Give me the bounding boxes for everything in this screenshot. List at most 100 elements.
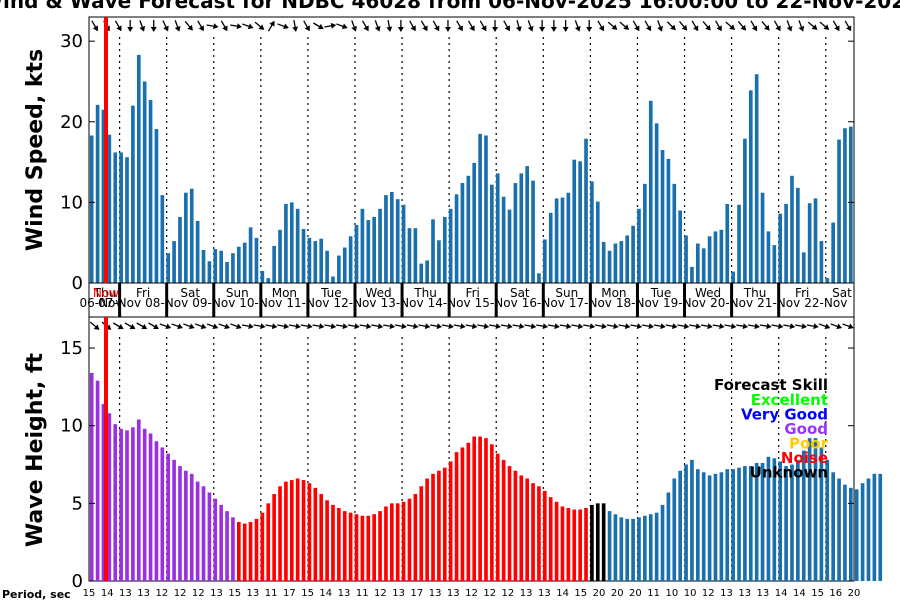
wind-bar bbox=[590, 181, 594, 283]
period-value: 15 bbox=[83, 588, 96, 599]
wave-arrow bbox=[700, 323, 713, 330]
wind-arrow bbox=[632, 20, 640, 32]
wave-bar bbox=[801, 450, 806, 581]
wind-bar bbox=[778, 213, 783, 283]
wave-bar bbox=[225, 511, 229, 581]
wave-arrow bbox=[489, 323, 501, 330]
wind-arrow bbox=[492, 20, 499, 32]
wave-bar bbox=[260, 512, 265, 581]
wave-arrow bbox=[383, 323, 396, 330]
wind-arrow bbox=[807, 21, 818, 30]
wind-arrow bbox=[467, 20, 475, 32]
date-label: 12-Nov bbox=[333, 296, 376, 310]
wind-arrow bbox=[362, 20, 369, 32]
period-values: 15 14 13 13 12 12 12 13 15 13 11 17 15 14 13 11 12 13 17 13… bbox=[83, 588, 861, 599]
wind-bar bbox=[390, 191, 394, 283]
wave-bar bbox=[572, 509, 577, 581]
wave-bar bbox=[384, 506, 388, 581]
wave-bar bbox=[819, 447, 824, 581]
wave-bar bbox=[119, 428, 123, 581]
wave-bar bbox=[854, 489, 859, 581]
wave-bar bbox=[578, 509, 582, 581]
wind-bar bbox=[354, 224, 359, 283]
wind-bar bbox=[478, 133, 482, 283]
period-value: 20 bbox=[629, 588, 642, 599]
wave-arrow bbox=[642, 323, 654, 330]
wind-arrow bbox=[277, 23, 289, 30]
wave-bar bbox=[690, 459, 694, 581]
wave-bar bbox=[395, 503, 400, 581]
wave-arrow bbox=[194, 323, 207, 330]
wave-bar bbox=[478, 436, 482, 581]
wave-bar bbox=[560, 506, 565, 581]
wind-bar bbox=[413, 228, 418, 283]
period-value: 10 bbox=[666, 588, 679, 599]
wind-bar bbox=[531, 180, 535, 283]
wave-bar bbox=[625, 518, 630, 581]
wind-bar bbox=[266, 278, 271, 283]
wind-bar bbox=[313, 241, 318, 283]
wind-arrow bbox=[691, 20, 699, 32]
wind-bar bbox=[725, 204, 730, 283]
wind-bar bbox=[784, 204, 788, 283]
wind-bar bbox=[360, 208, 365, 283]
wind-bar bbox=[766, 231, 771, 283]
wave-arrow bbox=[241, 323, 254, 330]
wind-bar bbox=[501, 196, 506, 283]
period-value: 13 bbox=[757, 588, 770, 599]
wind-bar bbox=[366, 220, 371, 283]
wind-bar bbox=[125, 157, 129, 283]
wind-arrow bbox=[444, 20, 451, 32]
day-label: Sat bbox=[180, 286, 200, 300]
day-label: Wed bbox=[365, 286, 391, 300]
wave-bar bbox=[125, 430, 129, 581]
wave-bar bbox=[289, 480, 294, 581]
wave-bar bbox=[166, 453, 171, 581]
wind-bar bbox=[425, 260, 429, 283]
wave-bar bbox=[466, 442, 471, 581]
wind-tick-label: 30 bbox=[60, 31, 83, 52]
wind-arrow bbox=[206, 23, 219, 30]
wind-bar bbox=[654, 123, 659, 284]
wave-tick-label: 10 bbox=[60, 416, 83, 437]
day-label: Wed bbox=[695, 286, 721, 300]
period-value: 15 bbox=[228, 588, 241, 599]
wave-bar bbox=[684, 464, 688, 581]
wind-bar bbox=[813, 198, 818, 283]
wave-bar bbox=[613, 514, 618, 581]
day-label: Sat bbox=[832, 286, 852, 300]
wind-arrow bbox=[114, 20, 122, 32]
wind-bar bbox=[607, 250, 612, 283]
wave-bar bbox=[543, 490, 547, 581]
wave-bar bbox=[266, 503, 271, 581]
wave-bar bbox=[495, 453, 500, 581]
wind-arrow bbox=[267, 20, 275, 32]
wave-bar bbox=[507, 466, 512, 581]
wave-bar bbox=[490, 444, 494, 581]
wind-bar bbox=[113, 152, 118, 283]
legend-item: Unknown bbox=[750, 464, 828, 482]
day-label: Tue bbox=[320, 286, 342, 300]
wave-bar bbox=[654, 512, 659, 581]
wave-bar bbox=[796, 459, 800, 581]
wave-arrow bbox=[736, 323, 749, 330]
date-label: 19-Nov bbox=[663, 296, 706, 310]
wind-bar bbox=[142, 81, 147, 283]
wave-bar bbox=[366, 515, 371, 581]
wind-bar bbox=[201, 249, 206, 283]
wave-bar bbox=[631, 518, 635, 581]
day-label: Thu bbox=[413, 286, 437, 300]
wind-bar bbox=[537, 273, 541, 283]
wave-arrow bbox=[430, 323, 443, 330]
wave-arrow bbox=[524, 323, 537, 330]
wind-bar bbox=[707, 236, 712, 283]
wind-bar bbox=[631, 225, 635, 283]
wave-arrow bbox=[136, 322, 148, 330]
wave-bar bbox=[342, 511, 347, 581]
wind-arrow bbox=[386, 19, 393, 32]
wind-bar bbox=[289, 202, 294, 283]
wind-bar bbox=[748, 90, 753, 283]
wind-arrow bbox=[702, 20, 711, 31]
wind-arrow bbox=[374, 20, 381, 32]
wave-arrow bbox=[712, 323, 725, 330]
